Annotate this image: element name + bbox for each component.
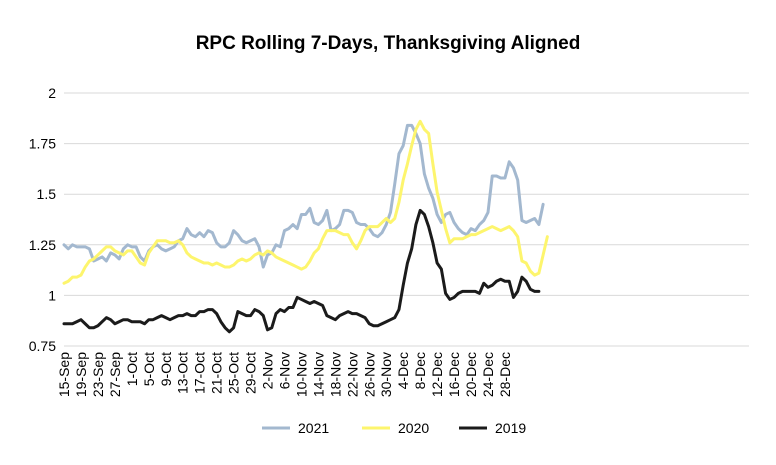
chart-title: RPC Rolling 7-Days, Thanksgiving Aligned	[196, 33, 581, 54]
y-tick-label: 2	[48, 85, 56, 101]
x-tick-label: 15-Sep	[56, 352, 72, 397]
x-tick-label: 6-Nov	[276, 352, 292, 389]
x-tick-label: 25-Oct	[226, 352, 242, 394]
y-tick-label: 1.75	[29, 136, 56, 152]
x-tick-label: 28-Dec	[497, 352, 513, 397]
x-tick-label: 22-Nov	[344, 352, 360, 397]
series-line-2019	[62, 208, 541, 334]
x-tick-label: 30-Nov	[378, 352, 394, 397]
x-tick-label: 16-Dec	[446, 352, 462, 397]
x-tick-label: 24-Dec	[480, 352, 496, 397]
legend: 2021 2020 2019	[262, 420, 526, 436]
x-tick-label: 1-Oct	[124, 352, 140, 386]
x-tick-label: 13-Oct	[175, 352, 191, 394]
x-tick-label: 23-Sep	[90, 352, 106, 397]
series-line-2020	[62, 119, 549, 285]
legend-label: 2021	[298, 420, 329, 436]
x-tick-label: 10-Nov	[293, 352, 309, 397]
x-tick-label: 4-Dec	[395, 352, 411, 389]
x-axis-ticks: 15-Sep 19-Sep 23-Sep 27-Sep 1-Oct 5-Oct 9-Oct 1…	[56, 352, 513, 397]
x-tick-label: 19-Sep	[73, 352, 89, 397]
y-axis-ticks: 0.75 1 1.25 1.5 1.75 2	[29, 85, 56, 354]
series-lines	[62, 119, 549, 334]
x-tick-label: 12-Dec	[429, 352, 445, 397]
x-tick-label: 5-Oct	[141, 352, 157, 386]
x-tick-label: 29-Oct	[243, 352, 259, 394]
x-tick-label: 26-Nov	[361, 352, 377, 397]
series-line-2021	[62, 123, 545, 269]
gridlines	[64, 92, 749, 347]
y-tick-label: 1.25	[29, 237, 56, 253]
x-tick-label: 9-Oct	[158, 352, 174, 386]
x-tick-label: 8-Dec	[412, 352, 428, 389]
y-tick-label: 0.75	[29, 338, 56, 354]
x-tick-label: 18-Nov	[327, 352, 343, 397]
x-tick-label: 2-Nov	[260, 352, 276, 389]
y-tick-label: 1.5	[37, 186, 57, 202]
legend-label: 2020	[398, 420, 429, 436]
x-tick-label: 27-Sep	[107, 352, 123, 397]
x-tick-label: 21-Oct	[209, 352, 225, 394]
x-tick-label: 14-Nov	[310, 352, 326, 397]
x-tick-label: 17-Oct	[192, 352, 208, 394]
y-tick-label: 1	[48, 287, 56, 303]
legend-label: 2019	[495, 420, 526, 436]
x-tick-label: 20-Dec	[463, 352, 479, 397]
